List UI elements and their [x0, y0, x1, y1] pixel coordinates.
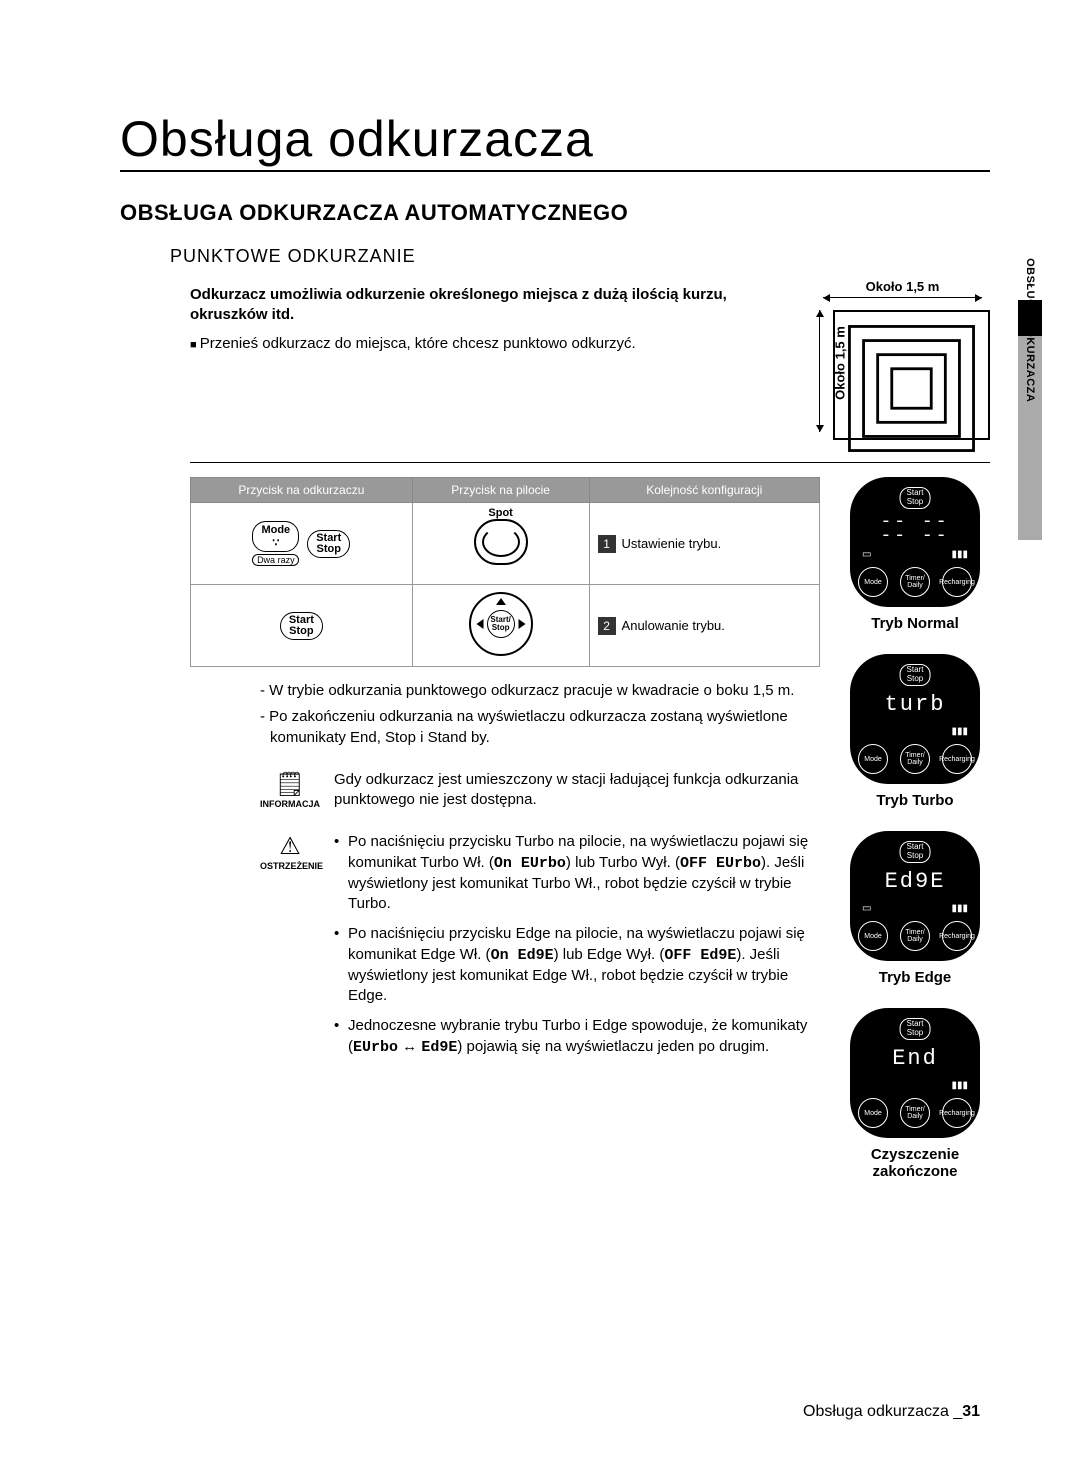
display-caption: Czyszczenie zakończone	[840, 1146, 990, 1180]
note-text: - Po zakończeniu odkurzania na wyświetla…	[260, 707, 820, 748]
step-cell: 2Anulowanie trybu.	[589, 585, 819, 667]
intro-instruction: Przenieś odkurzacz do miejsca, które chc…	[190, 334, 795, 354]
vacuum-button-cell: Start Stop	[191, 585, 413, 667]
separator	[190, 462, 990, 463]
dwa-razy-label: Dwa razy	[252, 554, 299, 566]
display-normal: Start Stop -- ---- -- ▭▮▮▮ ModeTimer/ Da…	[850, 477, 980, 607]
spiral-path-icon	[841, 318, 982, 459]
page-footer: Obsługa odkurzacza _31	[803, 1403, 980, 1421]
warning-icon: ⚠ OSTRZEŻENIE	[260, 832, 320, 1068]
intro-highlight: Odkurzacz umożliwia odkurzenie określone…	[190, 285, 795, 326]
display-turbo: Start Stop turb ▮▮▮ ModeTimer/ DailyRech…	[850, 654, 980, 784]
display-caption: Tryb Normal	[840, 615, 990, 632]
remote-button-cell: Spot	[412, 503, 589, 585]
section-title: PUNKTOWE ODKURZANIE	[170, 246, 990, 267]
display-edge: Start Stop Ed9E ▭▮▮▮ ModeTimer/ DailyRec…	[850, 831, 980, 961]
display-caption: Tryb Turbo	[840, 792, 990, 809]
vacuum-button-cell: Mode∵ Dwa razy Start Stop	[191, 503, 413, 585]
spiral-diagram: Około 1,5 m Około 1,5 m	[815, 285, 990, 440]
page-subtitle: OBSŁUGA ODKURZACZA AUTOMATYCZNEGO	[120, 200, 990, 226]
warning-bullet: Po naciśnięciu przycisku Turbo na piloci…	[334, 832, 820, 914]
table-header: Kolejność konfiguracji	[589, 478, 819, 503]
info-text: Gdy odkurzacz jest umieszczony w stacji …	[334, 770, 820, 811]
note-text: - W trybie odkurzania punktowego odkurza…	[260, 681, 820, 701]
step-number: 2	[598, 617, 616, 635]
warning-bullet: Jednoczesne wybranie trybu Turbo i Edge …	[334, 1016, 820, 1058]
chapter-tab: 03 OBSŁUGA ODKURZACZA	[1018, 300, 1042, 540]
display-end: Start Stop End ▮▮▮ ModeTimer/ DailyRecha…	[850, 1008, 980, 1138]
spiral-width-label: Około 1,5 m	[815, 279, 990, 294]
config-table: Przycisk na odkurzaczu Przycisk na piloc…	[190, 477, 820, 667]
info-icon: 🗒 INFORMACJA	[260, 770, 320, 811]
remote-button-cell: Start/ Stop	[412, 585, 589, 667]
table-header: Przycisk na odkurzaczu	[191, 478, 413, 503]
start-stop-button-icon: Start Stop	[307, 530, 350, 558]
display-caption: Tryb Edge	[840, 969, 990, 986]
table-header: Przycisk na pilocie	[412, 478, 589, 503]
warning-bullet: Po naciśnięciu przycisku Edge na pilocie…	[334, 924, 820, 1006]
dpad-icon: Start/ Stop	[469, 592, 533, 656]
step-number: 1	[598, 535, 616, 553]
page-title: Obsługa odkurzacza	[120, 110, 990, 172]
step-cell: 1Ustawienie trybu.	[589, 503, 819, 585]
spot-button-icon: Spot	[474, 519, 528, 565]
start-stop-button-icon: Start Stop	[280, 612, 323, 640]
mode-button-icon: Mode∵	[252, 521, 299, 552]
